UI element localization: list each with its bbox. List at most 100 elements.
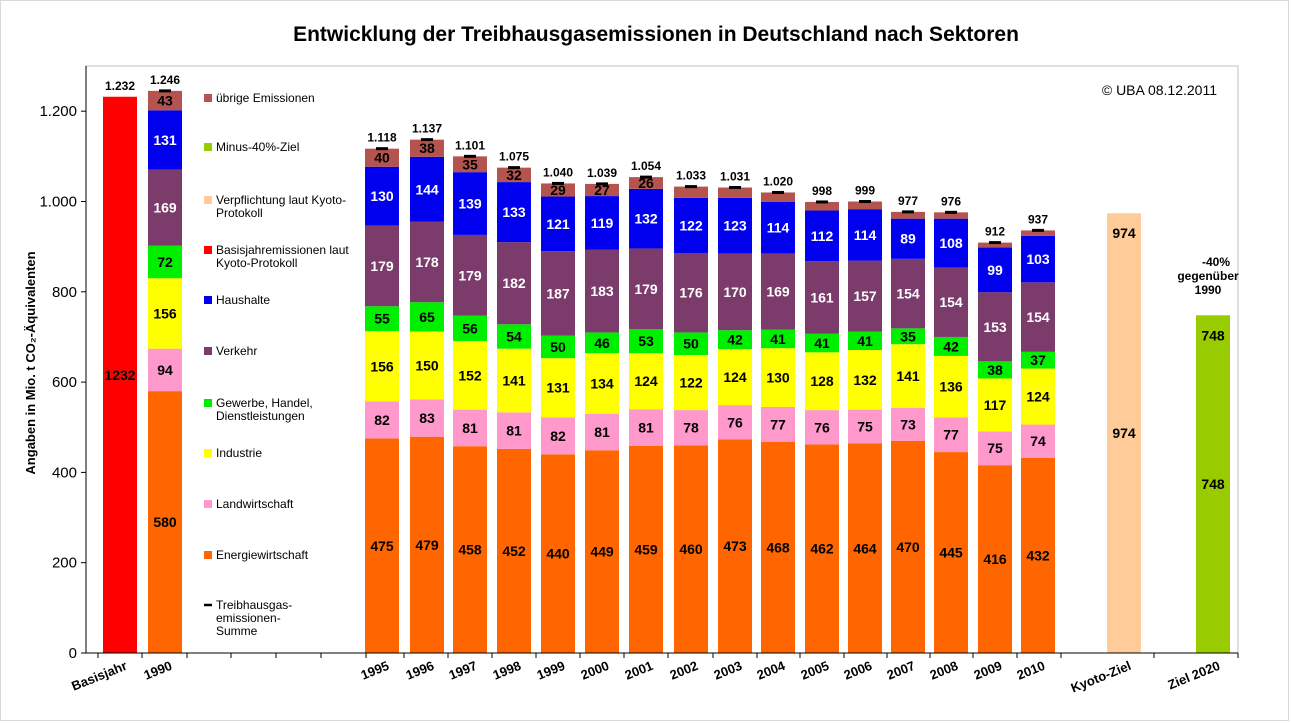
bar-segment-gewerbe-handel-dienstleistungen-2009 — [978, 361, 1012, 379]
value-label-verkehr-2007: 154 — [896, 286, 920, 302]
bar-segment-uebrige-emissionen-2009 — [978, 242, 1012, 248]
value-label-haushalte-2008: 108 — [939, 235, 963, 251]
value-label-haushalte-2004: 114 — [767, 220, 790, 236]
value-label-gewerbe-handel-dienstleistungen-1999: 50 — [550, 339, 566, 355]
x-tick-label-1999: 1999 — [535, 658, 567, 683]
legend-swatch — [204, 296, 212, 304]
legend-label: Treibhausgas- — [216, 598, 292, 612]
bar-segment-landwirtschaft-2007 — [891, 407, 925, 441]
value-label-haushalte-2001: 132 — [634, 211, 658, 227]
bar-segment-gewerbe-handel-dienstleistungen-2004 — [761, 329, 795, 349]
bar-segment-verkehr-1996 — [410, 221, 444, 303]
y-tick-label: 1.000 — [39, 194, 77, 211]
bar-segment-uebrige-emissionen-2001 — [629, 177, 663, 189]
value-label-haushalte-1997: 139 — [458, 196, 482, 212]
bar-segment-energiewirtschaft-2005 — [805, 444, 839, 653]
bar-segment-uebrige-emissionen-1990 — [148, 90, 182, 111]
bar-segment-industrie-2007 — [891, 344, 925, 408]
bar-segment-industrie-2005 — [805, 352, 839, 411]
bar-segment-haushalte-2005 — [805, 210, 839, 262]
value-label-haushalte-1995: 130 — [370, 188, 394, 204]
bar-segment-verkehr-1990 — [148, 169, 182, 246]
value-label-industrie-2001: 124 — [634, 373, 658, 389]
bar-segment-verkehr-2006 — [848, 260, 882, 332]
value-label-industrie-2007: 141 — [896, 368, 920, 384]
legend-label: Basisjahremissionen laut — [216, 243, 349, 257]
legend-item-treibhausgas: Treibhausgas-emissionen-Summe — [204, 598, 292, 638]
bar-segment-gewerbe-handel-dienstleistungen-2007 — [891, 328, 925, 345]
bar-segment-industrie-1995 — [365, 331, 399, 402]
value-label-landwirtschaft-1997: 81 — [462, 420, 478, 436]
value-label-energiewirtschaft-2008: 445 — [939, 545, 963, 561]
x-tick-label-1998: 1998 — [491, 658, 523, 683]
legend-label: übrige Emissionen — [216, 91, 315, 105]
y-axis: 0 200 400 600 800 1.000 1.200 — [39, 66, 87, 662]
y-tick-label: 0 — [69, 645, 77, 662]
value-label-verpflichtung-laut-kyoto-protokoll-kyoto-ziel: 974 — [1112, 425, 1136, 441]
value-label-industrie-2009: 117 — [984, 397, 1007, 413]
value-label-gewerbe-handel-dienstleistungen-2010: 37 — [1030, 352, 1046, 368]
value-label-energiewirtschaft-1997: 458 — [458, 542, 482, 558]
value-label-energiewirtschaft-1995: 475 — [370, 538, 394, 554]
legend-swatch — [204, 551, 212, 559]
value-label-haushalte-2006: 114 — [854, 227, 877, 243]
y-tick-label: 400 — [52, 464, 77, 481]
bar-segment-haushalte-2008 — [934, 218, 968, 268]
value-label-haushalte-2002: 122 — [679, 217, 703, 233]
value-label-verkehr-2009: 153 — [983, 319, 1007, 335]
value-label-industrie-1995: 156 — [370, 358, 394, 374]
value-label-haushalte-1990: 131 — [153, 132, 177, 148]
x-tick-label-1990: 1990 — [142, 658, 174, 683]
chart-title: Entwicklung der Treibhausgasemissionen i… — [293, 23, 1019, 46]
value-label-industrie-1990: 156 — [153, 305, 177, 321]
legend-label: Industrie — [216, 446, 262, 460]
value-label-gewerbe-handel-dienstleistungen-2007: 35 — [900, 328, 916, 344]
total-label-2010: 937 — [1028, 212, 1048, 226]
bar-segment-haushalte-1997 — [453, 172, 487, 235]
legend-label: Dienstleistungen — [216, 409, 305, 423]
x-tick-label-2006: 2006 — [842, 658, 874, 683]
legend-swatch — [204, 94, 212, 102]
value-label-haushalte-1996: 144 — [415, 181, 439, 197]
bar-segment-verkehr-2009 — [978, 292, 1012, 362]
bar-segment-energiewirtschaft-1996 — [410, 436, 444, 653]
bar-segment-industrie-1999 — [541, 358, 575, 418]
total-label-2006: 999 — [855, 184, 875, 198]
legend-swatch — [204, 196, 212, 204]
value-label-energiewirtschaft-1996: 479 — [415, 537, 439, 553]
bar-segment-verkehr-2000 — [585, 249, 619, 333]
value-label-uebrige-emissionen-2000: 27 — [594, 182, 610, 198]
bar-segment-energiewirtschaft-1995 — [365, 438, 399, 653]
value-label-industrie-2004: 130 — [766, 370, 790, 386]
bar-segment-energiewirtschaft-1990 — [148, 391, 182, 653]
value-label-landwirtschaft-2000: 81 — [594, 424, 610, 440]
bar-segment-haushalte-2007 — [891, 218, 925, 259]
value-label-landwirtschaft-2009: 75 — [987, 440, 1003, 456]
bar-segment-energiewirtschaft-1998 — [497, 448, 531, 653]
total-label-1990: 1.246 — [150, 73, 180, 87]
total-label-2005: 998 — [812, 184, 832, 198]
bar-segment-uebrige-emissionen-2003 — [718, 187, 752, 198]
bar-segment-energiewirtschaft-2008 — [934, 452, 968, 653]
value-label-minus-40-ziel-ziel-2020: 748 — [1201, 476, 1225, 492]
bar-segment-gewerbe-handel-dienstleistungen-1999 — [541, 335, 575, 359]
bar-segment-uebrige-emissionen-1995 — [365, 148, 399, 167]
bar-segment-verkehr-1997 — [453, 234, 487, 316]
value-label-verkehr-2002: 176 — [679, 285, 703, 301]
value-label-industrie-2002: 122 — [679, 375, 703, 391]
value-label-landwirtschaft-1995: 82 — [374, 412, 390, 428]
legend-swatch — [204, 347, 212, 355]
x-tick-label-2007: 2007 — [885, 658, 917, 683]
bar-segment-landwirtschaft-1996 — [410, 399, 444, 437]
x-tick-label-2002: 2002 — [668, 658, 700, 683]
value-label-gewerbe-handel-dienstleistungen-1998: 54 — [506, 328, 522, 344]
bar-segment-haushalte-2009 — [978, 247, 1012, 293]
bar-segment-minus-40-ziel-ziel-2020 — [1196, 315, 1230, 653]
bar-segment-uebrige-emissionen-2010 — [1021, 230, 1055, 236]
x-tick-label-2003: 2003 — [712, 658, 744, 683]
bar-segment-gewerbe-handel-dienstleistungen-1996 — [410, 302, 444, 332]
bar-segment-gewerbe-handel-dienstleistungen-2006 — [848, 331, 882, 351]
bar-segment-landwirtschaft-2002 — [674, 410, 708, 446]
total-label-1999: 1.040 — [543, 165, 573, 179]
bar-segment-industrie-1998 — [497, 348, 531, 413]
